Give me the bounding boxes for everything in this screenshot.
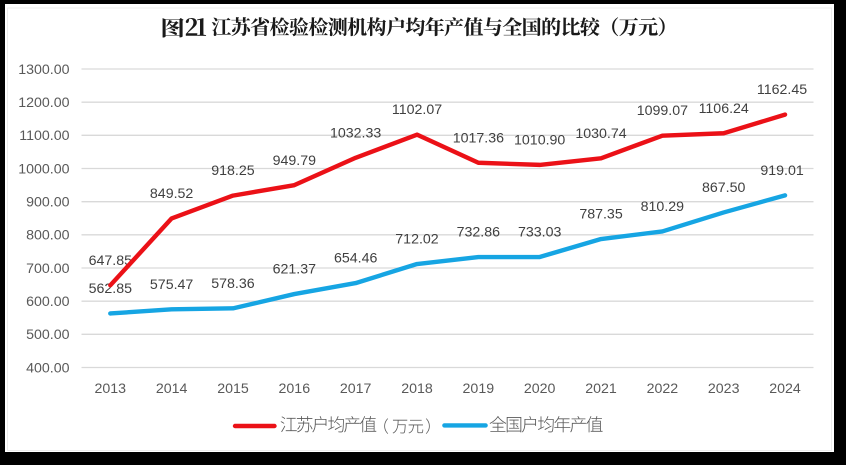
svg-text:2017: 2017 bbox=[340, 381, 372, 397]
svg-text:2018: 2018 bbox=[401, 381, 433, 397]
svg-text:575.47: 575.47 bbox=[150, 277, 194, 293]
svg-text:800.00: 800.00 bbox=[26, 228, 70, 244]
svg-text:700.00: 700.00 bbox=[26, 261, 70, 277]
svg-text:2024: 2024 bbox=[769, 381, 801, 397]
svg-text:949.79: 949.79 bbox=[273, 153, 317, 169]
svg-text:1017.36: 1017.36 bbox=[453, 130, 504, 146]
svg-text:2019: 2019 bbox=[463, 381, 495, 397]
svg-text:810.29: 810.29 bbox=[641, 199, 685, 215]
svg-text:1300.00: 1300.00 bbox=[18, 62, 69, 78]
svg-text:1030.74: 1030.74 bbox=[575, 126, 626, 142]
svg-text:849.52: 849.52 bbox=[150, 186, 194, 202]
svg-text:1099.07: 1099.07 bbox=[637, 103, 688, 119]
svg-text:2013: 2013 bbox=[95, 381, 127, 397]
svg-text:1102.07: 1102.07 bbox=[392, 102, 442, 118]
svg-text:787.35: 787.35 bbox=[579, 207, 623, 223]
svg-text:1010.90: 1010.90 bbox=[514, 132, 565, 148]
svg-text:2021: 2021 bbox=[585, 381, 617, 397]
svg-text:400.00: 400.00 bbox=[26, 360, 70, 376]
svg-text:654.46: 654.46 bbox=[334, 251, 378, 267]
svg-text:2016: 2016 bbox=[279, 381, 311, 397]
svg-text:1106.24: 1106.24 bbox=[699, 101, 749, 117]
svg-text:1162.45: 1162.45 bbox=[757, 82, 807, 98]
svg-text:500.00: 500.00 bbox=[26, 327, 70, 343]
svg-text:2014: 2014 bbox=[156, 381, 188, 397]
svg-text:2015: 2015 bbox=[217, 381, 249, 397]
svg-text:900.00: 900.00 bbox=[26, 194, 70, 210]
svg-text:1100.00: 1100.00 bbox=[19, 128, 69, 144]
svg-text:562.85: 562.85 bbox=[89, 281, 133, 297]
svg-text:2020: 2020 bbox=[524, 381, 556, 397]
svg-text:867.50: 867.50 bbox=[702, 180, 746, 196]
svg-text:578.36: 578.36 bbox=[211, 276, 255, 292]
svg-text:2022: 2022 bbox=[647, 381, 679, 397]
svg-text:600.00: 600.00 bbox=[26, 294, 70, 310]
svg-text:919.01: 919.01 bbox=[760, 163, 804, 179]
svg-text:733.03: 733.03 bbox=[518, 225, 562, 241]
svg-text:712.02: 712.02 bbox=[395, 232, 439, 248]
svg-text:1200.00: 1200.00 bbox=[18, 95, 69, 111]
svg-text:2023: 2023 bbox=[708, 381, 740, 397]
svg-text:918.25: 918.25 bbox=[211, 163, 255, 179]
svg-text:1000.00: 1000.00 bbox=[18, 161, 69, 177]
svg-text:1032.33: 1032.33 bbox=[330, 125, 381, 141]
svg-text:647.85: 647.85 bbox=[89, 253, 133, 269]
svg-text:621.37: 621.37 bbox=[273, 262, 317, 278]
svg-text:732.86: 732.86 bbox=[457, 225, 501, 241]
